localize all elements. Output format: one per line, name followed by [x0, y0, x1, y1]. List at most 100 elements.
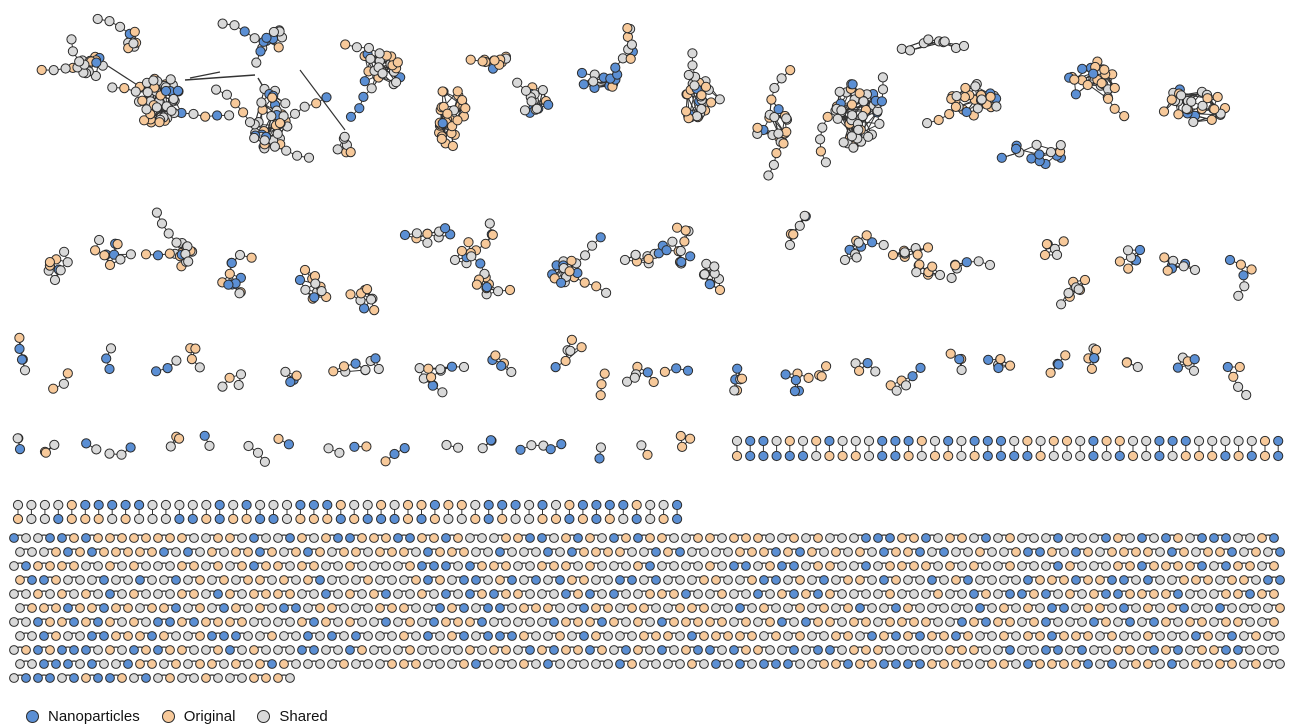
- orig-node: [1173, 561, 1183, 571]
- shared-node: [1178, 261, 1189, 272]
- nano-node: [239, 26, 250, 37]
- nano-node: [39, 575, 49, 585]
- shared-node: [1263, 603, 1273, 613]
- shared-node: [27, 631, 37, 641]
- shared-node: [493, 286, 504, 297]
- nano-node: [1197, 533, 1207, 543]
- orig-node: [87, 603, 97, 613]
- nano-node: [745, 435, 756, 447]
- orig-node: [381, 533, 391, 543]
- orig-node: [705, 561, 715, 571]
- shared-node: [357, 589, 367, 599]
- orig-node: [927, 631, 937, 641]
- nano-node: [1269, 533, 1279, 543]
- shared-node: [849, 589, 859, 599]
- orig-node: [591, 631, 601, 641]
- shared-node: [15, 631, 25, 641]
- shared-node: [933, 645, 943, 655]
- shared-node: [255, 499, 266, 511]
- shared-node: [351, 575, 361, 585]
- shared-node: [243, 631, 253, 641]
- orig-node: [959, 92, 971, 103]
- shared-node: [289, 108, 301, 119]
- shared-node: [204, 440, 215, 451]
- nano-node: [961, 106, 972, 118]
- shared-node: [711, 603, 721, 613]
- orig-node: [299, 264, 311, 276]
- orig-node: [591, 603, 601, 613]
- shared-node: [477, 443, 488, 454]
- nano-node: [890, 450, 901, 462]
- nano-node: [322, 499, 333, 511]
- shared-node: [759, 631, 769, 641]
- orig-node: [327, 603, 337, 613]
- nano-node: [1221, 645, 1231, 655]
- orig-node: [615, 547, 625, 557]
- orig-node: [93, 513, 104, 525]
- orig-node: [585, 617, 595, 627]
- nano-node: [771, 659, 781, 669]
- shared-node: [435, 631, 445, 641]
- orig-node: [1173, 109, 1184, 120]
- nano-node: [577, 499, 589, 511]
- shared-node: [280, 98, 291, 109]
- orig-node: [885, 561, 895, 571]
- shared-node: [19, 365, 31, 376]
- nano-node: [651, 547, 661, 557]
- shared-node: [333, 589, 343, 599]
- orig-node: [579, 277, 590, 288]
- orig-node: [1167, 603, 1177, 613]
- orig-node: [33, 561, 43, 571]
- shared-node: [969, 533, 979, 543]
- orig-node: [675, 603, 685, 613]
- orig-node: [1113, 561, 1123, 571]
- orig-node: [140, 249, 152, 260]
- shared-node: [1167, 631, 1177, 641]
- orig-node: [969, 645, 979, 655]
- shared-node: [877, 84, 889, 95]
- shared-node: [435, 364, 446, 375]
- shared-node: [1186, 96, 1197, 107]
- orig-node: [311, 98, 322, 109]
- nano-node: [1275, 547, 1285, 557]
- orig-node: [633, 645, 643, 655]
- orig-node: [963, 631, 973, 641]
- shared-node: [1075, 435, 1086, 447]
- shared-node: [763, 170, 774, 181]
- shared-node: [1239, 631, 1249, 641]
- orig-node: [777, 589, 787, 599]
- shared-node: [411, 631, 421, 641]
- orig-node: [813, 617, 823, 627]
- orig-node: [477, 56, 488, 67]
- nano-node: [69, 617, 79, 627]
- orig-node: [560, 355, 571, 367]
- nano-node: [21, 673, 31, 683]
- shared-node: [369, 617, 379, 627]
- shared-node: [1185, 533, 1195, 543]
- nano-node: [1275, 575, 1285, 585]
- nano-node: [129, 645, 139, 655]
- orig-node: [681, 106, 692, 117]
- orig-node: [1197, 645, 1207, 655]
- shared-node: [90, 70, 102, 82]
- nano-node: [1263, 575, 1273, 585]
- shared-node: [57, 673, 67, 683]
- shared-node: [1181, 103, 1192, 115]
- nano-node: [847, 79, 858, 90]
- shared-node: [39, 499, 51, 511]
- orig-node: [80, 513, 91, 525]
- shared-node: [524, 499, 535, 511]
- nano-node: [279, 603, 289, 613]
- shared-node: [999, 575, 1009, 585]
- shared-node: [357, 561, 367, 571]
- nano-node: [682, 365, 694, 376]
- shared-node: [62, 257, 73, 268]
- orig-node: [696, 90, 707, 101]
- nano-node: [657, 617, 667, 627]
- nano-node: [773, 104, 784, 115]
- shared-node: [1071, 603, 1081, 613]
- shared-node: [819, 547, 829, 557]
- orig-node: [879, 631, 889, 641]
- shared-node: [526, 96, 537, 107]
- nano-node: [51, 659, 61, 669]
